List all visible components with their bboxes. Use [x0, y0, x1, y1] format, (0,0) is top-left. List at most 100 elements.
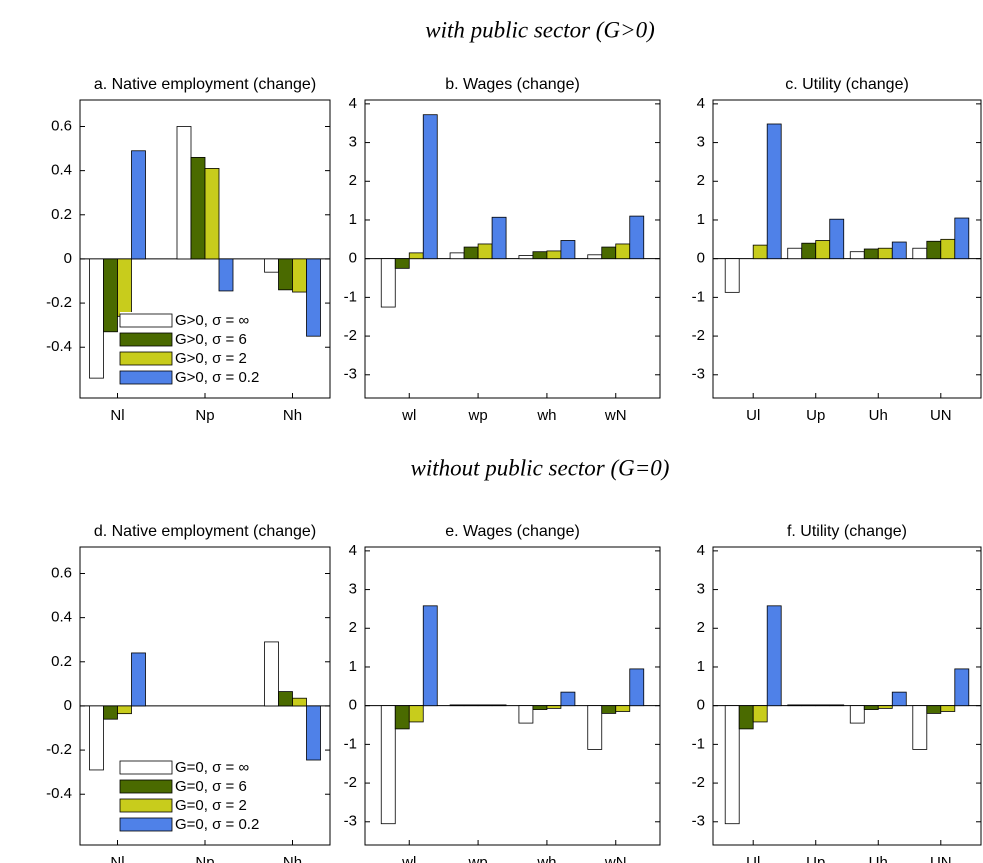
section-heading: without public sector (G=0): [411, 455, 670, 480]
bar: [264, 258, 279, 273]
x-tick-label: Np: [195, 854, 214, 863]
x-tick-label: UN: [930, 407, 952, 424]
bar: [422, 114, 438, 260]
y-tick-label: 1: [697, 658, 705, 675]
y-tick-label: 0.2: [51, 206, 72, 223]
bar: [801, 242, 817, 260]
chart-title: f. Utility (change): [787, 523, 907, 540]
y-tick-label: 0: [349, 250, 357, 267]
bar: [766, 123, 782, 260]
bar: [629, 215, 645, 260]
axes-box: [364, 99, 661, 399]
bar: [601, 705, 617, 714]
bar: [587, 705, 603, 750]
legend-swatch: [119, 313, 173, 328]
y-tick-label: 0: [64, 250, 72, 267]
y-tick-label: 0.4: [51, 162, 72, 179]
bar: [546, 250, 562, 260]
bar: [449, 704, 465, 707]
y-tick-label: -3: [344, 366, 357, 383]
bar: [815, 704, 831, 707]
bar: [380, 258, 396, 308]
bar: [926, 240, 942, 260]
bar: [103, 705, 118, 720]
bar: [532, 251, 548, 260]
legend-label: G>0, σ = 2: [175, 350, 247, 367]
y-tick-label: 4: [697, 95, 705, 112]
y-tick-label: -2: [344, 327, 357, 344]
bar: [491, 704, 507, 707]
legend-label: G=0, σ = ∞: [175, 759, 249, 776]
legend-label: G=0, σ = 6: [175, 778, 247, 795]
legend-label: G=0, σ = 2: [175, 797, 247, 814]
bar: [532, 705, 548, 710]
y-tick-label: -1: [344, 735, 357, 752]
bar: [787, 704, 803, 707]
bar: [408, 705, 424, 723]
x-tick-label: Up: [806, 407, 825, 424]
y-tick-label: -3: [692, 366, 705, 383]
x-tick-label: Nh: [283, 854, 302, 863]
y-tick-label: 2: [697, 619, 705, 636]
bar: [449, 252, 465, 260]
bar: [306, 258, 321, 337]
legend-label: G>0, σ = 6: [175, 331, 247, 348]
bar: [518, 255, 534, 260]
y-tick-label: -3: [344, 813, 357, 830]
legend-label: G>0, σ = ∞: [175, 312, 249, 329]
y-tick-label: -1: [692, 288, 705, 305]
chart-title: b. Wages (change): [445, 76, 580, 93]
bar: [380, 705, 396, 825]
legend-swatch: [119, 370, 173, 385]
y-tick-label: -2: [344, 774, 357, 791]
bar: [103, 258, 118, 333]
bar: [394, 258, 410, 269]
axes-box: [712, 546, 982, 846]
bar: [724, 705, 740, 825]
x-tick-label: wp: [467, 854, 487, 863]
bar: [278, 258, 293, 291]
bar: [940, 705, 956, 712]
axes-box: [364, 546, 661, 846]
bar: [477, 704, 493, 707]
bar: [408, 252, 424, 260]
bar: [518, 705, 534, 724]
bar: [940, 238, 956, 260]
bar: [117, 705, 132, 715]
y-tick-label: 0.2: [51, 653, 72, 670]
x-tick-label: Nl: [110, 854, 124, 863]
y-tick-label: -1: [692, 735, 705, 752]
bar: [292, 697, 307, 707]
y-tick-label: 0: [349, 697, 357, 714]
bar: [829, 704, 845, 707]
x-tick-label: Np: [195, 407, 214, 424]
axes-box: [79, 546, 331, 846]
bar: [463, 704, 479, 707]
x-tick-label: wp: [467, 407, 487, 424]
y-tick-label: -0.2: [46, 294, 72, 311]
bar: [89, 705, 104, 771]
y-tick-label: 2: [349, 172, 357, 189]
bar: [117, 258, 132, 317]
x-tick-label: Nl: [110, 407, 124, 424]
bar: [787, 247, 803, 260]
bar: [131, 652, 146, 707]
bar: [278, 691, 293, 707]
x-tick-label: wl: [401, 854, 416, 863]
bar: [292, 258, 307, 293]
bar: [738, 705, 754, 730]
y-tick-label: 4: [349, 542, 357, 559]
y-tick-label: 3: [349, 134, 357, 151]
bar: [264, 641, 279, 707]
axes-box: [79, 99, 331, 399]
y-tick-label: 0: [697, 697, 705, 714]
x-tick-label: Uh: [869, 407, 888, 424]
x-tick-label: UN: [930, 854, 952, 863]
bar: [587, 254, 603, 260]
section-heading: with public sector (G>0): [425, 17, 655, 42]
bar: [724, 258, 740, 293]
y-tick-label: -0.4: [46, 785, 72, 802]
y-tick-label: 0: [697, 250, 705, 267]
legend-swatch: [119, 760, 173, 775]
